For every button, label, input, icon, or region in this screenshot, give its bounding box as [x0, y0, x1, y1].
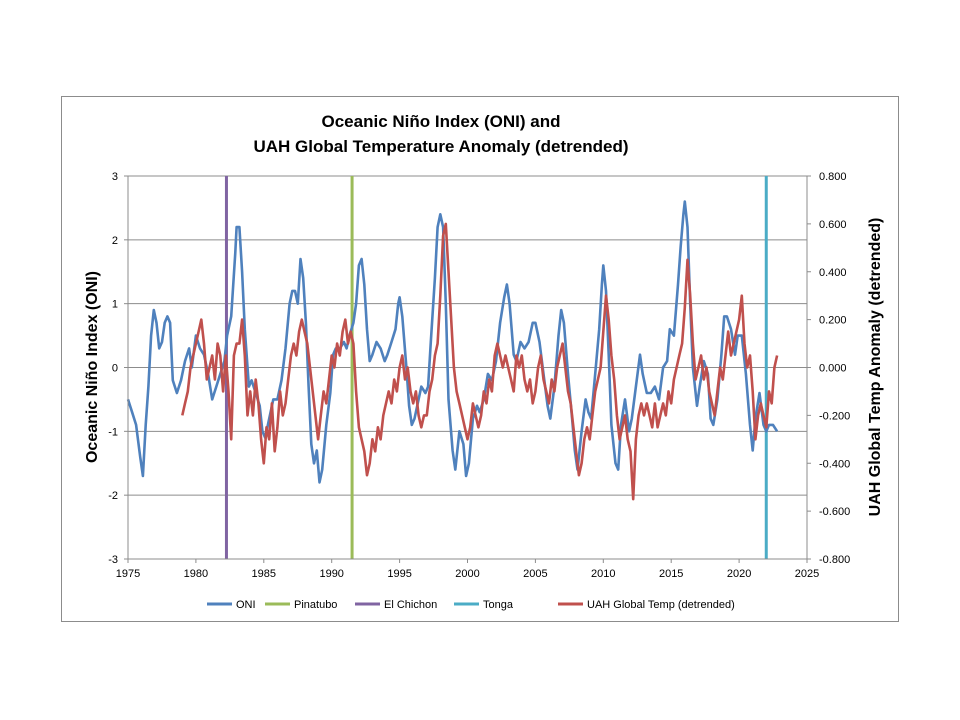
y-right-tick-label: 0.400 — [819, 267, 847, 279]
x-tick-label: 1995 — [387, 568, 411, 580]
y-left-tick-label: -3 — [108, 554, 118, 566]
x-tick-label: 2025 — [795, 568, 819, 580]
y-right-tick-label: -0.800 — [819, 554, 850, 566]
chart-title-line1: Oceanic Niño Index (ONI) and — [322, 112, 561, 131]
axes: 3 2 1 0 -1 -2 -3 0.800 0.600 0.400 0.200 0.000 -0.20… — [108, 171, 850, 580]
y-left-tick-label: 1 — [112, 299, 118, 311]
x-tick-label: 2015 — [659, 568, 683, 580]
y-left-tick-label: 3 — [112, 171, 118, 183]
y-right-tick-label: -0.400 — [819, 458, 850, 470]
uah-series-line — [181, 222, 779, 501]
x-tick-label: 1985 — [252, 568, 276, 580]
x-tick-label: 1975 — [116, 568, 140, 580]
legend-item-label: Tonga — [483, 599, 514, 611]
chart-title-line2: UAH Global Temperature Anomaly (detrende… — [254, 137, 629, 156]
y-axis-left-label: Oceanic Niño Index (ONI) — [84, 271, 101, 463]
y-right-tick-label: 0.200 — [819, 315, 847, 327]
series-lines — [126, 200, 779, 501]
y-axis-right-label: UAH Global Temp Anomaly (detrended) — [867, 218, 884, 517]
y-left-tick-label: 0 — [112, 363, 118, 375]
y-right-tick-label: 0.600 — [819, 219, 847, 231]
y-right-tick-label: 0.800 — [819, 171, 847, 183]
x-tick-label: 1980 — [184, 568, 208, 580]
x-tick-label: 1990 — [319, 568, 343, 580]
oni-series-line — [126, 200, 779, 484]
x-tick-label: 2020 — [727, 568, 751, 580]
chart-frame: Oceanic Niño Index (ONI) and UAH Global … — [61, 96, 899, 622]
x-tick-label: 2005 — [523, 568, 547, 580]
x-tick-label: 2000 — [455, 568, 479, 580]
y-right-tick-label: -0.600 — [819, 506, 850, 518]
legend-item-label: ONI — [236, 599, 256, 611]
y-left-tick-label: 2 — [112, 235, 118, 247]
y-left-tick-label: -1 — [108, 426, 118, 438]
y-right-tick-label: 0.000 — [819, 363, 847, 375]
chart: Oceanic Niño Index (ONI) and UAH Global … — [84, 112, 884, 611]
x-tick-label: 2010 — [591, 568, 615, 580]
legend-item-label: Pinatubo — [294, 599, 337, 611]
y-right-tick-label: -0.200 — [819, 410, 850, 422]
legend: ONI Pinatubo El Chichon Tonga UAH Global Tem… — [207, 599, 735, 611]
legend-item-label: El Chichon — [384, 599, 437, 611]
y-left-tick-label: -2 — [108, 490, 118, 502]
legend-item-label: UAH Global Temp (detrended) — [587, 599, 735, 611]
